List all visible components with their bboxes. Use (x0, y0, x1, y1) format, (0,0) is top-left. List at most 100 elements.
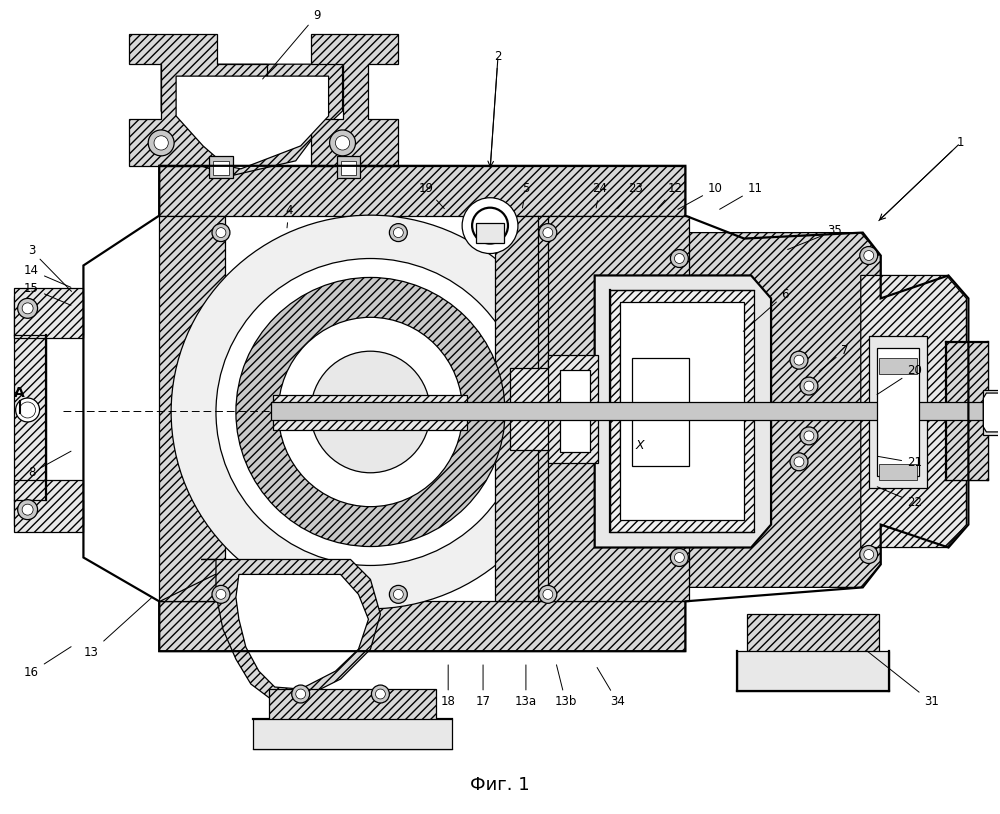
Bar (560, 370, 590, 452)
Bar (159, 602, 685, 651)
Circle shape (18, 500, 38, 519)
Circle shape (800, 377, 818, 395)
Bar (271, 402, 983, 420)
Circle shape (794, 457, 804, 466)
Circle shape (543, 228, 553, 238)
Polygon shape (946, 342, 988, 479)
Circle shape (389, 585, 407, 603)
Circle shape (330, 130, 355, 155)
Text: 15: 15 (24, 282, 71, 305)
Bar (253, 719, 452, 749)
Text: 16: 16 (24, 646, 71, 679)
Polygon shape (159, 570, 246, 602)
Bar (341, 161, 356, 175)
Circle shape (670, 549, 688, 567)
Polygon shape (679, 233, 881, 588)
Text: 23: 23 (617, 182, 643, 208)
Bar (879, 464, 917, 479)
Circle shape (674, 254, 684, 264)
Circle shape (790, 351, 808, 369)
Circle shape (539, 585, 557, 603)
Text: 21: 21 (877, 457, 922, 470)
Circle shape (860, 247, 878, 265)
Bar (159, 216, 225, 602)
Circle shape (16, 398, 40, 422)
Text: 14: 14 (24, 264, 71, 287)
Text: 7: 7 (819, 344, 849, 371)
Ellipse shape (278, 317, 463, 506)
Bar (620, 302, 744, 519)
Text: 20: 20 (877, 364, 922, 395)
Text: 2: 2 (490, 50, 502, 168)
Polygon shape (311, 34, 398, 166)
Circle shape (212, 585, 230, 603)
Polygon shape (595, 275, 771, 548)
Bar (213, 161, 229, 175)
Polygon shape (236, 575, 368, 689)
Circle shape (539, 224, 557, 242)
Circle shape (800, 427, 818, 445)
Ellipse shape (236, 278, 505, 546)
Bar (747, 615, 879, 656)
Text: 18: 18 (441, 665, 456, 708)
Circle shape (393, 589, 403, 599)
Bar (548, 355, 598, 463)
Bar (510, 368, 582, 450)
Bar (337, 155, 360, 177)
Polygon shape (161, 64, 343, 176)
Text: 6: 6 (743, 288, 789, 331)
Circle shape (393, 228, 403, 238)
Circle shape (216, 228, 226, 238)
Circle shape (296, 689, 306, 699)
Circle shape (804, 431, 814, 441)
Polygon shape (983, 393, 1000, 432)
Text: X: X (635, 440, 644, 453)
Text: 22: 22 (877, 487, 922, 510)
Text: 5: 5 (522, 182, 530, 208)
Text: 10: 10 (678, 182, 723, 209)
Bar (610, 291, 754, 532)
Bar (877, 348, 919, 475)
Circle shape (148, 130, 174, 155)
Bar (476, 223, 504, 243)
Circle shape (389, 224, 407, 242)
Bar (495, 216, 689, 602)
Text: 12: 12 (657, 182, 683, 208)
Ellipse shape (311, 351, 430, 473)
Bar (620, 348, 701, 475)
Ellipse shape (216, 259, 525, 566)
Text: 1: 1 (879, 137, 964, 221)
Text: 13b: 13b (555, 665, 577, 708)
Circle shape (543, 589, 553, 599)
Text: 8: 8 (28, 451, 71, 479)
Text: Фиг. 1: Фиг. 1 (470, 776, 530, 794)
Circle shape (22, 303, 33, 314)
Bar (737, 651, 889, 691)
Bar (879, 358, 917, 374)
Circle shape (292, 685, 310, 703)
Bar (14, 288, 83, 339)
Circle shape (216, 589, 226, 599)
Bar (983, 390, 1000, 435)
Text: 34: 34 (597, 667, 625, 708)
Circle shape (335, 136, 350, 150)
Text: 9: 9 (263, 9, 320, 79)
Circle shape (804, 381, 814, 391)
Circle shape (674, 553, 684, 562)
Circle shape (375, 689, 385, 699)
Text: 24: 24 (592, 182, 607, 208)
Polygon shape (14, 296, 83, 524)
Polygon shape (201, 559, 380, 699)
Bar (159, 166, 685, 216)
Text: 19: 19 (419, 182, 444, 208)
Bar (269, 689, 436, 721)
Polygon shape (176, 77, 329, 168)
Circle shape (212, 224, 230, 242)
Text: 17: 17 (476, 665, 491, 708)
Bar (273, 395, 467, 430)
Text: 11: 11 (720, 182, 763, 209)
Polygon shape (861, 275, 966, 548)
Text: 13: 13 (84, 597, 152, 659)
Ellipse shape (171, 215, 570, 609)
Circle shape (462, 198, 518, 253)
